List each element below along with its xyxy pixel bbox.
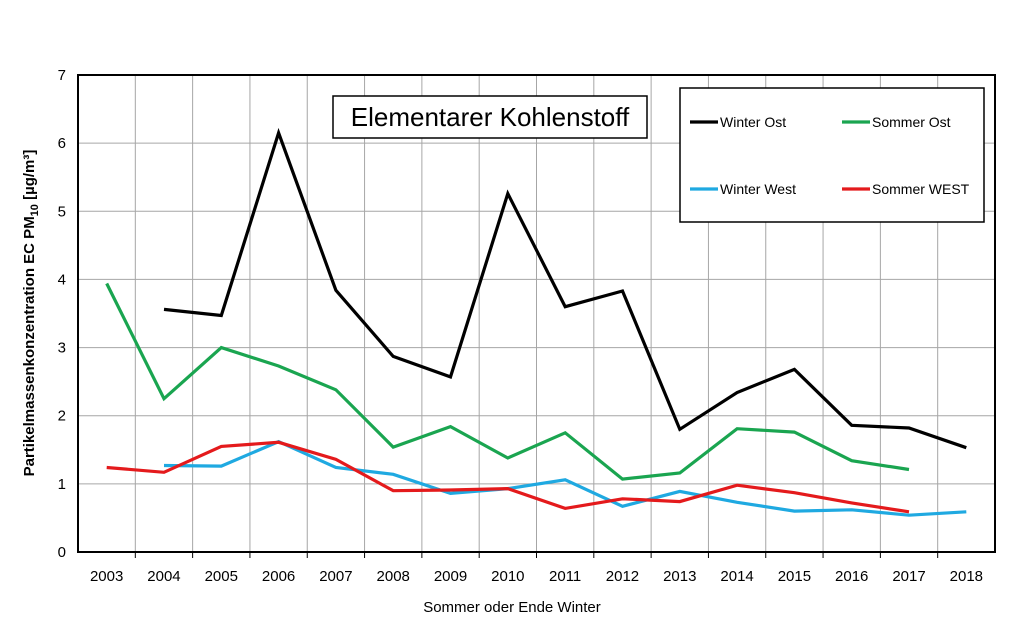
x-tick-label: 2003 bbox=[90, 568, 123, 585]
gridlines bbox=[78, 75, 995, 558]
y-tick-label: 0 bbox=[58, 544, 66, 561]
y-tick-label: 7 bbox=[58, 67, 66, 84]
y-tick-label: 2 bbox=[58, 408, 66, 425]
y-axis-title-main: Partikelmassenkonzentration EC PM bbox=[21, 216, 38, 476]
legend-label: Winter Ost bbox=[720, 114, 786, 130]
x-tick-label: 2004 bbox=[147, 568, 180, 585]
legend-items: Winter Ost Sommer Ost Winter West Sommer WE… bbox=[690, 114, 970, 197]
x-tick-label: 2015 bbox=[778, 568, 811, 585]
x-tick-label: 2008 bbox=[377, 568, 410, 585]
series-line-sommer-ost bbox=[105, 282, 910, 481]
legend: Winter Ost Sommer Ost Winter West Sommer WE… bbox=[679, 87, 985, 223]
series-line-winter-west bbox=[163, 439, 967, 517]
chart-title-box bbox=[332, 95, 648, 139]
y-axis-title: Partikelmassenkonzentration EC PM10 [µg/… bbox=[21, 150, 41, 477]
legend-label: Winter West bbox=[720, 181, 796, 197]
x-tick-label: 2017 bbox=[892, 568, 925, 585]
x-tick-label: 2005 bbox=[205, 568, 238, 585]
x-tick-label: 2011 bbox=[549, 568, 581, 585]
x-tick-label: 2016 bbox=[835, 568, 868, 585]
legend-box bbox=[679, 87, 985, 223]
x-tick-label: 2018 bbox=[950, 568, 983, 585]
series-line-sommer-west bbox=[106, 440, 910, 514]
x-tick-label: 2014 bbox=[720, 568, 753, 585]
legend-label: Sommer WEST bbox=[872, 181, 970, 197]
y-tick-label: 4 bbox=[58, 271, 66, 288]
x-tick-label: 2007 bbox=[319, 568, 352, 585]
x-tick-label: 2012 bbox=[606, 568, 639, 585]
x-tick-label: 2006 bbox=[262, 568, 295, 585]
plot-frame bbox=[77, 74, 996, 553]
series-line-winter-ost bbox=[163, 127, 967, 450]
y-tick-labels: 0 1 2 3 4 5 6 7 bbox=[58, 67, 66, 561]
y-tick-label: 5 bbox=[58, 203, 66, 220]
y-tick-label: 1 bbox=[58, 476, 66, 493]
x-tick-labels: 2003 2004 2005 2006 2007 2008 2009 2010 2011 2012… bbox=[90, 568, 983, 585]
y-axis-title-unit: [µg/m³] bbox=[21, 150, 38, 204]
legend-label: Sommer Ost bbox=[872, 114, 951, 130]
y-tick-label: 6 bbox=[58, 135, 66, 152]
series-lines bbox=[105, 127, 967, 517]
x-tick-label: 2009 bbox=[434, 568, 467, 585]
y-tick-label: 3 bbox=[58, 340, 66, 357]
chart-title: Elementarer Kohlenstoff bbox=[351, 102, 630, 132]
x-axis-title: Sommer oder Ende Winter bbox=[423, 599, 601, 616]
x-tick-label: 2010 bbox=[491, 568, 524, 585]
y-axis-title-subscript: 10 bbox=[29, 204, 41, 216]
x-tick-label: 2013 bbox=[663, 568, 696, 585]
